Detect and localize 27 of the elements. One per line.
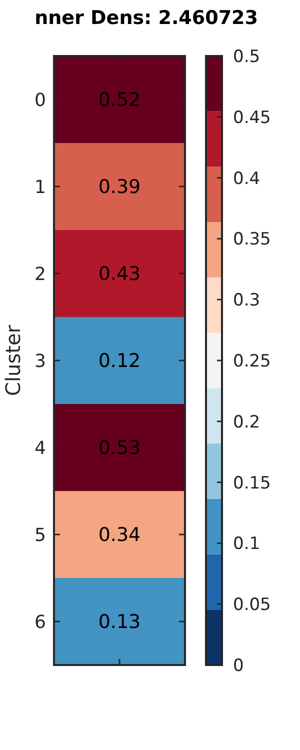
color-bar-label: 0.4 [233,168,260,189]
data-label: 0.43 [98,263,141,286]
y-tick-label: 5 [34,524,46,546]
color-bar-label: 0.05 [233,595,271,616]
data-label: 0.52 [98,89,141,112]
color-bar-label: 0.5 [233,46,260,67]
y-tick-label: 3 [34,350,46,372]
color-bar-label: 0.1 [233,534,260,554]
y-axis-title: Cluster [1,324,25,396]
color-bar-label: 0 [233,656,244,676]
color-bar-label: 0.3 [233,290,260,311]
color-bar-label: 0.15 [233,473,271,494]
y-tick-label: 4 [34,438,46,459]
data-label: 0.13 [98,611,141,634]
chart-title: nner Dens: 2.460723 [34,7,258,29]
data-label: 0.34 [98,524,141,546]
data-label: 0.12 [98,350,141,372]
data-label: 0.53 [98,437,141,460]
y-tick-label: 6 [34,612,46,633]
y-tick-label: 2 [34,264,46,285]
y-tick-label: 0 [34,90,46,111]
color-bar-label: 0.35 [233,230,271,250]
color-bar-label: 0.45 [233,108,271,128]
color-bar-label: 0.2 [233,412,260,432]
y-tick-label: 1 [34,176,46,198]
color-bar-label: 0.25 [233,351,271,372]
data-label: 0.39 [98,176,141,198]
